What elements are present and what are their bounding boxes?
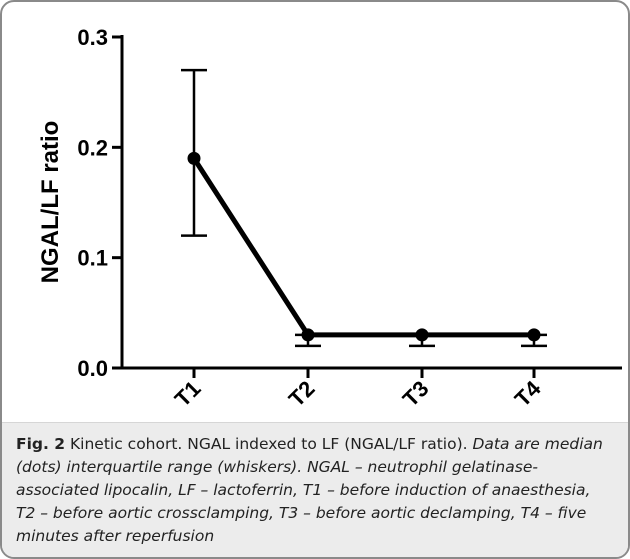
y-tick-label: 0.1 bbox=[77, 246, 108, 271]
data-points bbox=[188, 152, 541, 342]
x-tick-label: T3 bbox=[398, 376, 434, 412]
y-tick-label: 0.0 bbox=[77, 356, 108, 381]
median-point bbox=[416, 328, 429, 341]
figure-caption: Fig. 2 Kinetic cohort. NGAL indexed to L… bbox=[2, 423, 628, 548]
caption-text: Kinetic cohort. NGAL indexed to LF (NGAL… bbox=[65, 435, 472, 453]
median-point bbox=[302, 328, 315, 341]
whiskers bbox=[181, 70, 547, 346]
x-tick-label: T4 bbox=[510, 375, 546, 411]
axes: 0.0 0.1 0.2 0.3 T1 T2 T3 T4 bbox=[77, 25, 622, 412]
x-tick-label: T1 bbox=[170, 376, 206, 412]
y-axis-label: NGAL/LF ratio bbox=[37, 121, 64, 284]
median-point bbox=[528, 328, 541, 341]
y-tick-label: 0.2 bbox=[77, 135, 108, 160]
figure-label: Fig. 2 bbox=[16, 435, 65, 453]
median-point bbox=[188, 152, 201, 165]
y-tick-label: 0.3 bbox=[77, 25, 108, 50]
x-tick-label: T2 bbox=[284, 376, 320, 412]
caption-panel: Fig. 2 Kinetic cohort. NGAL indexed to L… bbox=[2, 422, 628, 558]
series-line-group bbox=[194, 158, 534, 335]
chart-area: NGAL/LF ratio 0.0 0.1 0.2 0.3 T1 T2 T3 T4 bbox=[2, 2, 628, 422]
chart-svg: NGAL/LF ratio 0.0 0.1 0.2 0.3 T1 T2 T3 T4 bbox=[2, 2, 628, 422]
median-line bbox=[194, 158, 534, 335]
